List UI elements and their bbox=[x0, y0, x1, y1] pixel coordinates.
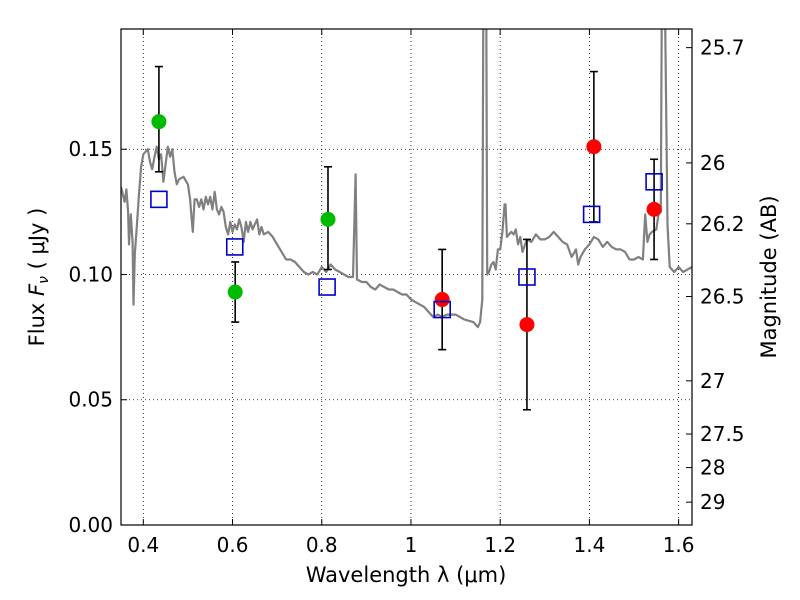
red-data-point bbox=[434, 292, 450, 308]
green-data-point bbox=[320, 211, 336, 227]
right-tick-label: 26.5 bbox=[700, 285, 745, 309]
model-photometry-square bbox=[225, 238, 244, 256]
model-photometry-square bbox=[582, 205, 601, 224]
right-tick-label: 27.5 bbox=[700, 422, 745, 446]
right-tick-label: 29 bbox=[700, 490, 725, 514]
x-tick-label: 1.4 bbox=[573, 533, 605, 557]
red-data-point bbox=[646, 201, 662, 217]
grid bbox=[121, 29, 692, 525]
model-photometry-square bbox=[318, 278, 336, 296]
y-tick-label: 0.00 bbox=[68, 513, 113, 537]
x-tick-label: 0.8 bbox=[306, 533, 338, 557]
y-tick-label: 0.15 bbox=[68, 137, 113, 161]
right-axis-label: Magnitude (AB) bbox=[757, 195, 781, 358]
red-data-point bbox=[519, 317, 535, 333]
y-tick-label: 0.05 bbox=[68, 388, 113, 412]
axis-ticks bbox=[121, 29, 692, 526]
x-tick-label: 1.6 bbox=[663, 533, 695, 557]
x-tick-label: 0.4 bbox=[127, 533, 159, 557]
model-photometry-square bbox=[645, 173, 663, 191]
y-axis-label-var: F bbox=[25, 283, 49, 296]
red-data-point bbox=[586, 139, 602, 155]
right-tick-label: 26.2 bbox=[700, 212, 745, 236]
y-tick-label: 0.10 bbox=[68, 262, 113, 286]
right-tick-label: 26 bbox=[700, 151, 725, 175]
data-points-layer bbox=[150, 114, 663, 333]
model-photometry-square bbox=[518, 268, 536, 286]
model-photometry-square bbox=[150, 190, 168, 209]
y-axis-label-sub: ν bbox=[36, 276, 52, 284]
x-tick-label: 0.6 bbox=[217, 533, 249, 557]
y-axis-label: Flux Fν ( μJy ) bbox=[25, 208, 52, 347]
x-tick-label: 1.2 bbox=[484, 533, 516, 557]
right-tick-label: 25.7 bbox=[700, 36, 745, 60]
plot-frame bbox=[120, 28, 693, 526]
model-sed-layer bbox=[121, 29, 692, 329]
model-sed-line bbox=[121, 29, 692, 329]
x-tick-label: 1 bbox=[405, 533, 418, 557]
x-axis-label: Wavelength λ (μm) bbox=[306, 563, 507, 587]
right-tick-label: 27 bbox=[700, 369, 725, 393]
axis-tick-labels: 0.4 0.6 0.8 1 1.2 1.4 1.6 0.00 0.05 0.10 0.15 25.7 2… bbox=[68, 36, 744, 557]
right-tick-label: 28 bbox=[700, 456, 725, 480]
model-photometry-square bbox=[433, 300, 451, 319]
y-axis-label-prefix: Flux bbox=[25, 296, 49, 346]
y-axis-label-suffix: ( μJy ) bbox=[25, 208, 49, 276]
green-data-point bbox=[151, 114, 167, 130]
green-data-point bbox=[227, 284, 243, 300]
